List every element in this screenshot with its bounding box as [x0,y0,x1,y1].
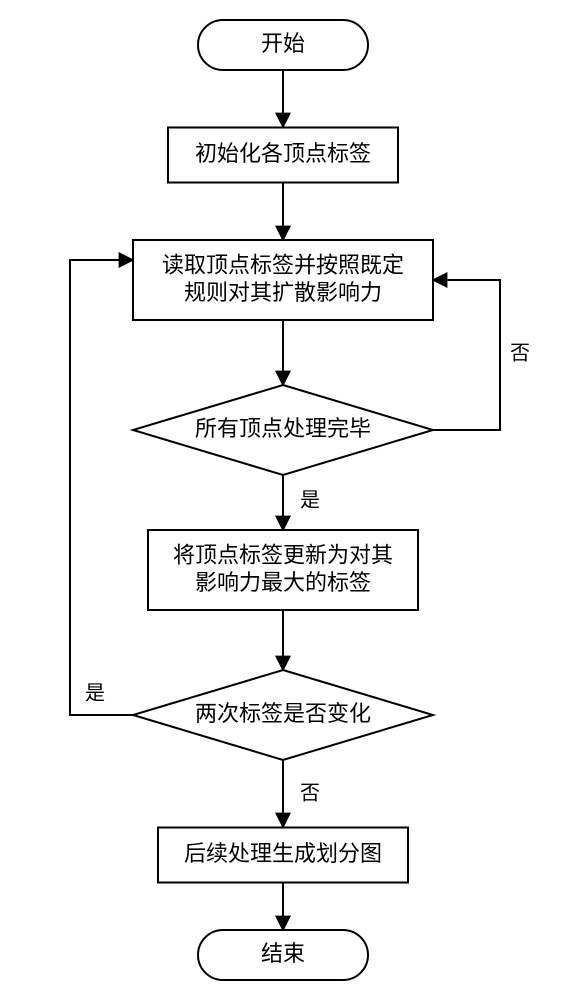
node-update: 将顶点标签更新为对其影响力最大的标签 [148,530,418,610]
edge-alldone-read [433,280,500,430]
node-end: 结束 [198,930,368,980]
node-changed: 两次标签是否变化 [133,670,433,760]
node-post: 后续处理生成划分图 [158,828,408,883]
edge-label-changed-read: 是 [85,683,105,705]
node-read: 读取顶点标签并按照既定规则对其扩散影响力 [133,240,433,320]
edge-label-alldone-update: 是 [300,490,320,512]
edges-layer: 是否是否 [70,70,530,930]
edge-label-alldone-read: 否 [510,343,530,365]
edge-label-changed-post: 否 [300,783,320,805]
edge-changed-read [70,260,133,715]
node-init: 初始化各顶点标签 [168,128,398,183]
node-update-text-0: 将顶点标签更新为对其 [173,542,393,567]
node-alldone: 所有顶点处理完毕 [133,385,433,475]
node-read-text-0: 读取顶点标签并按照既定 [162,252,404,277]
node-start-text-0: 开始 [261,31,305,56]
node-start: 开始 [198,20,368,70]
node-alldone-text-0: 所有顶点处理完毕 [195,416,371,441]
node-read-text-1: 规则对其扩散影响力 [184,280,382,305]
node-update-text-1: 影响力最大的标签 [195,570,371,595]
node-init-text-0: 初始化各顶点标签 [195,141,371,166]
node-changed-text-0: 两次标签是否变化 [195,701,371,726]
node-end-text-0: 结束 [261,941,305,966]
node-post-text-0: 后续处理生成划分图 [184,841,382,866]
